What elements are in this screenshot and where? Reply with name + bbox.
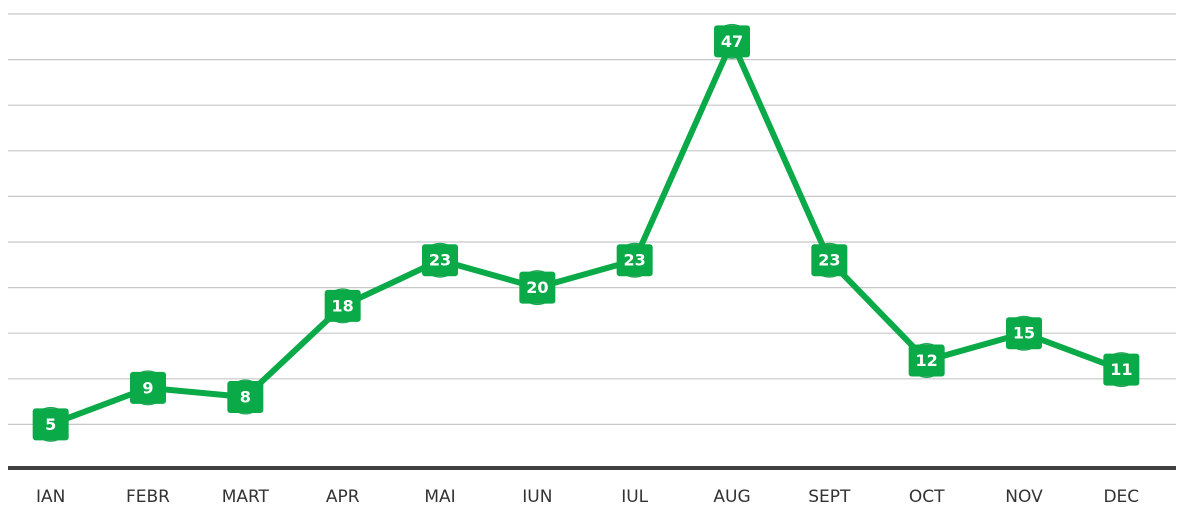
data-label: 15	[1013, 324, 1035, 343]
x-tick-label: DEC	[1103, 487, 1139, 507]
label-box	[714, 25, 750, 58]
data-label: 5	[45, 415, 56, 434]
label-box	[130, 371, 166, 404]
label-box	[908, 344, 945, 377]
data-label: 23	[818, 251, 840, 270]
x-tick-label: IAN	[36, 487, 65, 507]
label-box	[324, 289, 361, 322]
label-box	[616, 244, 653, 277]
label-box	[1006, 317, 1042, 350]
data-label: 23	[429, 251, 451, 270]
x-tick-label: MART	[222, 487, 270, 507]
data-label: 18	[332, 296, 354, 315]
label-box	[1103, 353, 1140, 386]
data-label: 47	[721, 32, 743, 51]
x-tick-label: SEPT	[808, 487, 851, 507]
x-tick-label: FEBR	[126, 487, 170, 507]
data-label: 11	[1110, 360, 1132, 379]
x-tick-label: IUL	[621, 487, 648, 507]
label-box	[811, 244, 848, 277]
label-box	[227, 381, 264, 414]
x-tick-label: OCT	[909, 487, 945, 507]
data-label: 8	[240, 388, 251, 407]
data-label: 23	[624, 251, 646, 270]
data-label: 12	[916, 351, 938, 370]
x-tick-label: IUN	[522, 487, 552, 507]
data-label: 20	[526, 278, 548, 297]
data-label: 9	[142, 378, 153, 397]
label-box	[519, 271, 556, 304]
x-tick-label: AUG	[713, 487, 750, 507]
x-tick-label: NOV	[1005, 487, 1043, 507]
line	[49, 38, 1123, 428]
x-tick-label: APR	[326, 487, 360, 507]
x-tick-label: MAI	[424, 487, 455, 507]
label-box	[422, 244, 458, 277]
label-box	[32, 408, 69, 441]
